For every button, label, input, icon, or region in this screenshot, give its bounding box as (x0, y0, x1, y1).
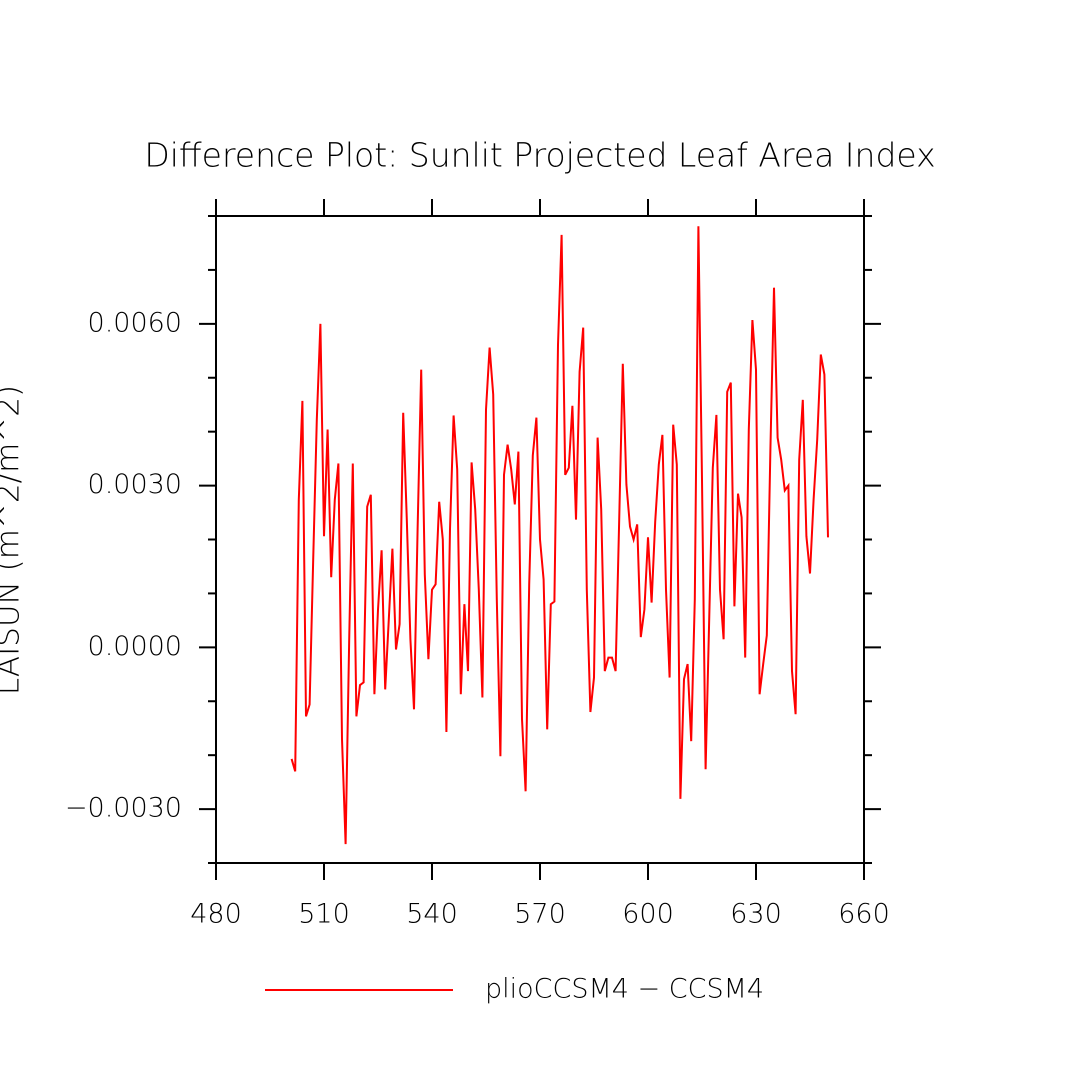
data-line (290, 226, 829, 845)
y-tick-label: 0.0060 (88, 307, 182, 338)
y-tick-label: −0.0030 (65, 793, 182, 824)
x-tick-label: 570 (514, 899, 566, 930)
y-tick-label: 0.0000 (88, 631, 182, 662)
legend-label: plioCCSM4 − CCSM4 (485, 974, 764, 1005)
x-tick-label: 540 (406, 899, 458, 930)
x-tick-label: 510 (298, 899, 350, 930)
chart-title: Difference Plot: Sunlit Projected Leaf A… (144, 136, 935, 175)
x-tick-label: 630 (730, 899, 782, 930)
y-tick-label: 0.0030 (88, 469, 182, 500)
x-tick-label: 480 (190, 899, 242, 930)
x-tick-label: 660 (838, 899, 890, 930)
x-tick-label: 600 (622, 899, 674, 930)
y-axis-label: LAISUN (m^2/m^2) (0, 385, 27, 695)
